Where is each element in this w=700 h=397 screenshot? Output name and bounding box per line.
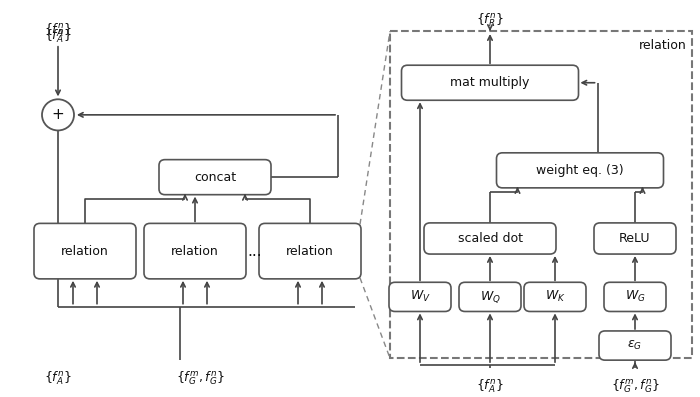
FancyBboxPatch shape — [524, 282, 586, 312]
Text: ...: ... — [247, 244, 262, 258]
Text: ReLU: ReLU — [620, 232, 651, 245]
Text: $W_Q$: $W_Q$ — [480, 289, 500, 305]
FancyBboxPatch shape — [159, 160, 271, 195]
Text: scaled dot: scaled dot — [458, 232, 522, 245]
Text: mat multiply: mat multiply — [450, 76, 530, 89]
Text: $\varepsilon_G$: $\varepsilon_G$ — [627, 339, 643, 352]
Text: relation: relation — [61, 245, 109, 258]
Text: $W_K$: $W_K$ — [545, 289, 566, 304]
Text: weight eq. (3): weight eq. (3) — [536, 164, 624, 177]
FancyBboxPatch shape — [402, 65, 578, 100]
Text: $\{f_R^n\}$: $\{f_R^n\}$ — [476, 12, 504, 29]
Text: concat: concat — [194, 171, 236, 184]
Text: $\{f_G^m,f_G^n\}$: $\{f_G^m,f_G^n\}$ — [176, 370, 224, 387]
Text: $W_G$: $W_G$ — [624, 289, 645, 304]
Text: relation: relation — [171, 245, 219, 258]
FancyBboxPatch shape — [599, 331, 671, 360]
FancyBboxPatch shape — [144, 224, 246, 279]
Text: $\{f_A^n\}$: $\{f_A^n\}$ — [44, 21, 72, 39]
Text: $\{f_A^n\}$: $\{f_A^n\}$ — [44, 370, 72, 387]
FancyBboxPatch shape — [259, 224, 361, 279]
FancyBboxPatch shape — [459, 282, 521, 312]
Text: +: + — [52, 107, 64, 122]
FancyBboxPatch shape — [594, 223, 676, 254]
Bar — [390, 31, 692, 358]
FancyBboxPatch shape — [34, 224, 136, 279]
Text: $\{f_G^m,f_G^n\}$: $\{f_G^m,f_G^n\}$ — [610, 378, 659, 395]
Circle shape — [42, 99, 74, 131]
Text: relation: relation — [639, 39, 687, 52]
FancyBboxPatch shape — [496, 153, 664, 188]
FancyBboxPatch shape — [424, 223, 556, 254]
FancyBboxPatch shape — [389, 282, 451, 312]
Text: relation: relation — [286, 245, 334, 258]
Text: $W_V$: $W_V$ — [410, 289, 430, 304]
Text: $\{f_A^n\}$: $\{f_A^n\}$ — [44, 27, 72, 45]
FancyBboxPatch shape — [604, 282, 666, 312]
Text: $\{f_A^n\}$: $\{f_A^n\}$ — [476, 378, 504, 395]
